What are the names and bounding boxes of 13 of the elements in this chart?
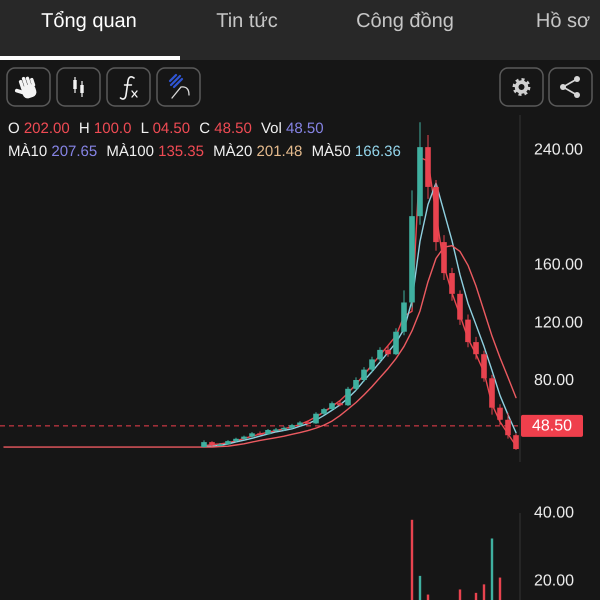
y-tick-label: 80.00 — [534, 372, 574, 389]
text: Tin tức — [216, 10, 278, 32]
y-tick-label: 40.00 — [534, 504, 574, 522]
y-tick-label: 120.00 — [534, 314, 584, 332]
ref-line-label: 48.50 — [532, 417, 572, 434]
annotation: MÀ10 207.65 MÀ100 135.35 MÀ20 201.48 MÀ50 166.36 — [8, 142, 401, 160]
text: Hồ sơ — [536, 10, 590, 32]
text: Tổng quan — [41, 10, 137, 32]
y-tick-label: 240.00 — [534, 141, 584, 158]
y-tick-label: 20.00 — [534, 572, 574, 590]
y-tick-label: 160.00 — [534, 256, 584, 274]
text: Công đồng — [356, 10, 454, 32]
text: O 202.00 H 100.0 L 04.50 C 48.50 Vol 48.50 — [8, 120, 324, 136]
